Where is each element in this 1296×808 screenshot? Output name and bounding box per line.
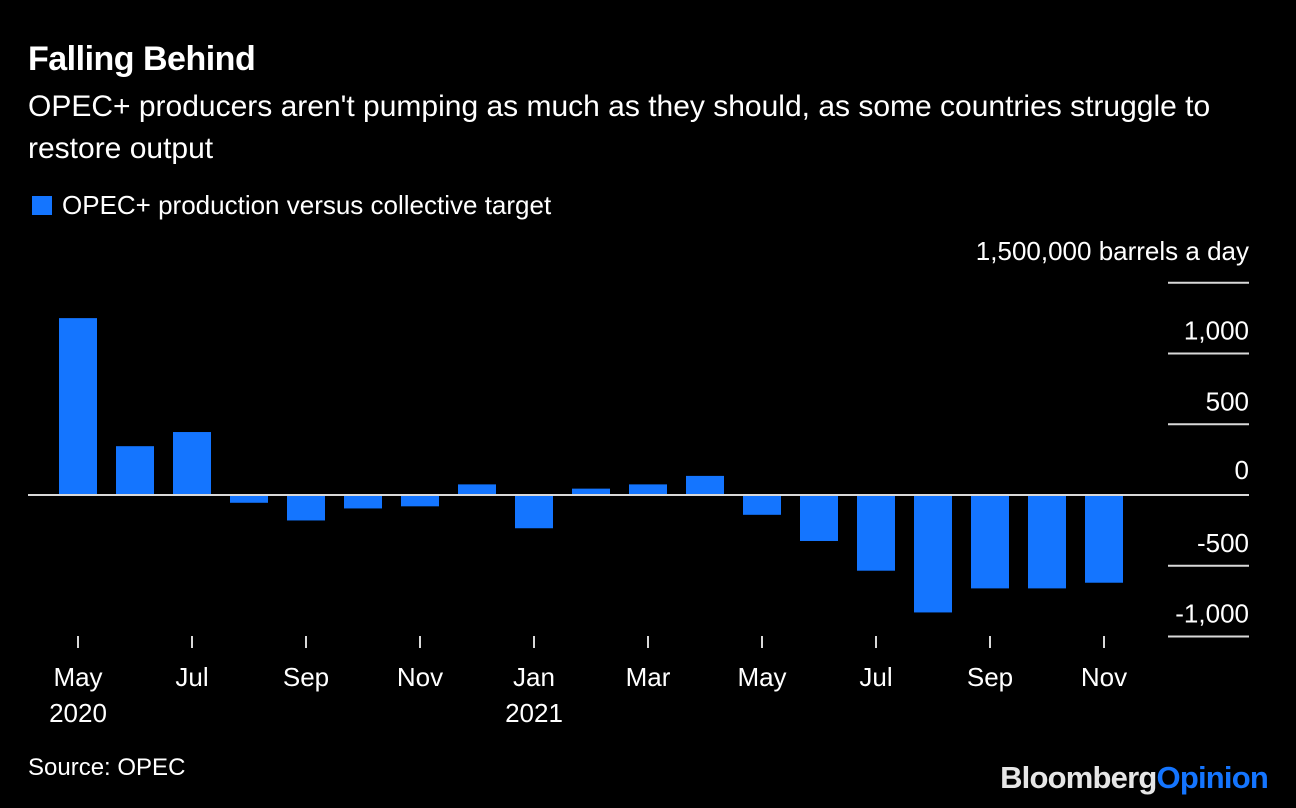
x-tick-label: Jan xyxy=(513,662,555,692)
bar-sep-2020 xyxy=(287,495,325,521)
x-tick-label: May xyxy=(53,662,102,692)
x-axis: May 2020 Jul Sep Nov Jan 2021 Mar May Jul Sep Nov xyxy=(49,636,1127,728)
y-tick-label: -500 xyxy=(1197,528,1249,558)
x-tick-label: Sep xyxy=(283,662,329,692)
x-tick-year-label: 2021 xyxy=(505,698,563,728)
bar-dec-2020 xyxy=(458,484,496,495)
x-tick-label: Mar xyxy=(626,662,671,692)
y-tick-label: 1,000 xyxy=(1184,316,1249,346)
y-tick-labels: 1,000 500 -500 -1,000 0 xyxy=(1175,316,1249,629)
bar-aug-2021 xyxy=(914,495,952,613)
y-tick-label: -1,000 xyxy=(1175,599,1249,629)
bar-jul-2020 xyxy=(173,432,211,495)
x-tick-label: May xyxy=(737,662,786,692)
x-tick-label: Nov xyxy=(1081,662,1127,692)
bar-oct-2020 xyxy=(344,495,382,509)
bar-jan-2021 xyxy=(515,495,553,529)
y-tick-label: 500 xyxy=(1206,386,1249,416)
bar-nov-2021 xyxy=(1085,495,1123,583)
bar-nov-2020 xyxy=(401,495,439,507)
x-tick-year-label: 2020 xyxy=(49,698,107,728)
legend: OPEC+ production versus collective targe… xyxy=(32,190,551,221)
chart-title: Falling Behind xyxy=(28,40,256,78)
bar-jun-2020 xyxy=(116,446,154,495)
source-note: Source: OPEC xyxy=(28,754,186,781)
bar-apr-2021 xyxy=(686,475,724,495)
bar-feb-2021 xyxy=(572,488,610,495)
chart-subtitle: OPEC+ producers aren't pumping as much a… xyxy=(28,90,1211,165)
bar-aug-2020 xyxy=(230,495,268,503)
y-tick-label: 0 xyxy=(1235,455,1249,485)
bars xyxy=(59,318,1123,613)
y-axis-unit-label: 1,500,000 barrels a day xyxy=(975,236,1249,266)
bar-may-2021 xyxy=(743,495,781,515)
bar-sep-2021 xyxy=(971,495,1009,589)
gridlines xyxy=(1168,281,1249,638)
x-tick-label: Jul xyxy=(859,662,892,692)
x-tick-label: Jul xyxy=(175,662,208,692)
brand-primary: Bloomberg xyxy=(1000,760,1157,795)
bar-mar-2021 xyxy=(629,484,667,495)
brand-secondary: Opinion xyxy=(1156,760,1269,795)
bar-jul-2021 xyxy=(857,495,895,571)
legend-swatch xyxy=(32,196,52,215)
x-tick-label: Nov xyxy=(397,662,443,692)
bar-jun-2021 xyxy=(800,495,838,541)
bloomberg-opinion-logo: BloombergOpinion xyxy=(1000,760,1269,796)
legend-label: OPEC+ production versus collective targe… xyxy=(62,190,552,220)
bar-may-2020 xyxy=(59,318,97,495)
bar-oct-2021 xyxy=(1028,495,1066,589)
x-tick-label: Sep xyxy=(967,662,1013,692)
